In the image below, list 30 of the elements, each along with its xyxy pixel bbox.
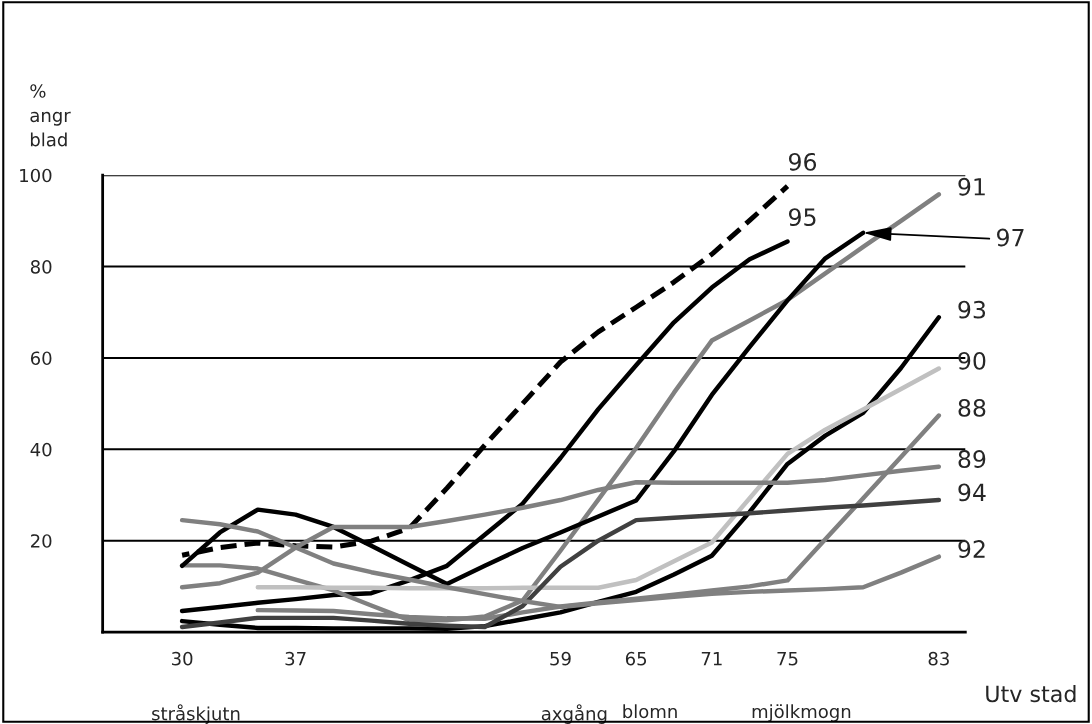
line-series — [255, 366, 942, 591]
series-label: 94 — [958, 483, 986, 502]
y-tick-label: 40 — [30, 442, 52, 457]
x-tick-label: 65 — [625, 651, 647, 666]
text: blomn — [623, 704, 677, 719]
series-label: 96 — [788, 152, 817, 171]
x-tick-label: 71 — [701, 652, 722, 666]
series-label: 92 — [958, 540, 985, 558]
x-tick-label: 83 — [928, 651, 949, 666]
x-tick-label: 30 — [171, 651, 193, 666]
line-series — [179, 497, 942, 630]
series-label: 93 — [958, 300, 986, 319]
y-tick-label: 100 — [20, 168, 52, 183]
y-tick-label: 80 — [30, 260, 52, 274]
text: stråskjutn — [152, 704, 240, 724]
y-tick-label: 60 — [30, 351, 52, 366]
text: 97 — [997, 228, 1024, 247]
x-axis-title: Utv stad — [986, 685, 1076, 703]
series-label: 91 — [958, 177, 985, 196]
series-label: 88 — [958, 398, 986, 417]
series-label: 95 — [788, 208, 816, 227]
y-axis-title: % angr blad — [30, 84, 71, 147]
y-tick-label: 20 — [31, 534, 52, 548]
text: mjölkmogn — [752, 704, 851, 722]
x-tick-label: 75 — [777, 652, 798, 666]
series-label: 89 — [958, 450, 986, 468]
x-tick-label: 59 — [550, 651, 571, 666]
series-label: 90 — [958, 351, 986, 370]
text: axgång — [541, 704, 607, 724]
x-tick-label: 37 — [285, 651, 306, 666]
